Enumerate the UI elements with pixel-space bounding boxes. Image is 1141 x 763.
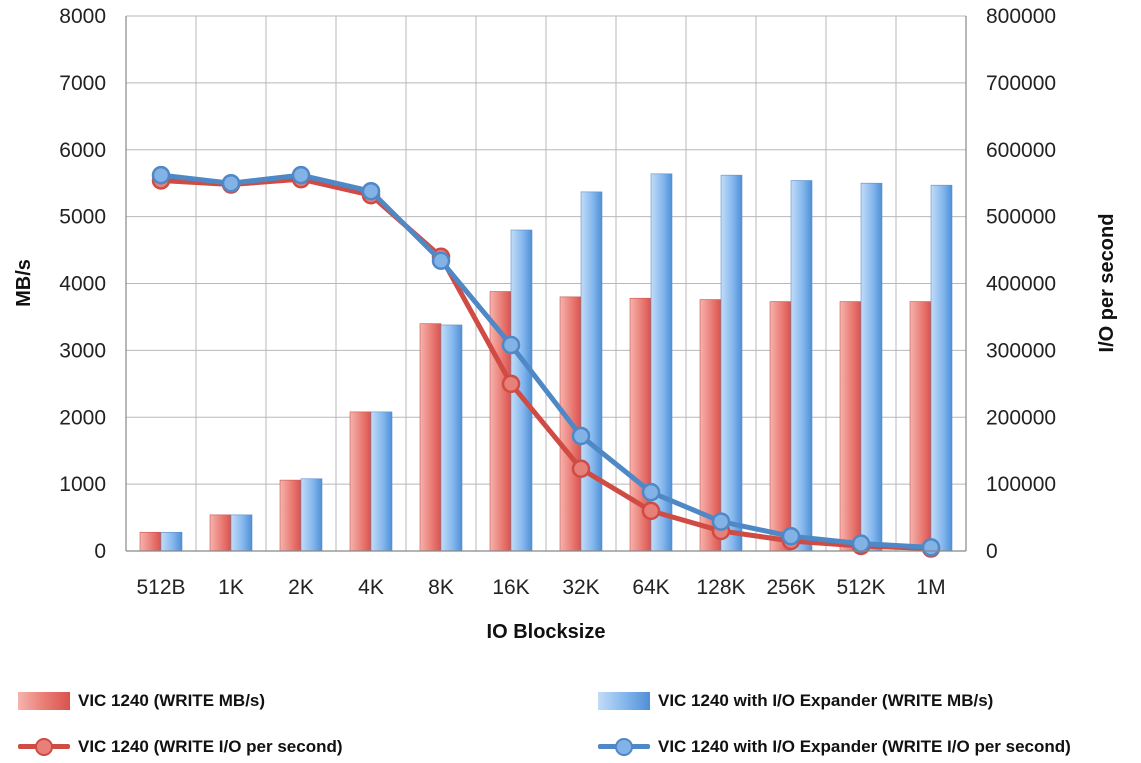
legend-label: VIC 1240 (WRITE I/O per second) (78, 737, 343, 756)
y2-tick-label: 800000 (986, 5, 1056, 28)
bar-blue-1K (230, 514, 253, 552)
y-tick-label: 8000 (59, 5, 106, 28)
bar-red-512K (839, 301, 862, 552)
legend-label: VIC 1240 (WRITE MB/s) (78, 691, 266, 710)
y-tick-label: 7000 (59, 72, 106, 95)
marker-red-32K (571, 459, 591, 478)
bar-red-2K (279, 479, 302, 552)
marker-blue-512B (151, 165, 171, 185)
x-axis-title: IO Blocksize (487, 621, 606, 643)
x-tick-label: 4K (358, 576, 384, 599)
x-tick-label: 1M (916, 576, 945, 599)
x-tick-label: 512K (836, 576, 885, 599)
marker-red-16K (501, 374, 521, 394)
legend-label: VIC 1240 with I/O Expander (WRITE MB/s) (658, 691, 994, 710)
x-tick-label: 8K (428, 576, 454, 599)
bar-blue-256K (790, 180, 813, 552)
x-tick-label: 16K (492, 576, 529, 599)
bar-red-4K (349, 411, 372, 552)
y-tick-label: 2000 (59, 406, 106, 429)
x-tick-label: 64K (632, 576, 669, 599)
y2-tick-label: 300000 (986, 339, 1056, 362)
y2-tick-label: 0 (986, 540, 998, 563)
marker-blue-2K (291, 165, 311, 185)
y-tick-label: 3000 (59, 339, 106, 362)
bar-red-1M (909, 301, 932, 552)
bar-blue-4K (370, 411, 393, 552)
marker-blue-1K (221, 173, 241, 193)
y-axis-title: MB/s (13, 259, 35, 307)
bar-blue-512B (160, 531, 183, 552)
marker-blue-128K (711, 512, 731, 531)
marker-blue-16K (501, 335, 521, 355)
x-tick-label: 512B (136, 576, 185, 599)
y2-tick-label: 200000 (986, 406, 1056, 429)
y-tick-label: 0 (94, 540, 106, 563)
marker-blue-8K (431, 251, 451, 271)
marker-blue-4K (361, 181, 381, 201)
y-tick-label: 5000 (59, 206, 106, 229)
bar-red-512B (139, 531, 162, 552)
x-tick-label: 128K (696, 576, 745, 599)
x-tick-label: 2K (288, 576, 314, 599)
y2-axis-title: I/O per second (1096, 214, 1118, 353)
legend: VIC 1240 (WRITE MB/s) VIC 1240 with I/O … (0, 672, 1141, 763)
marker-blue-512K (851, 534, 871, 553)
marker-red-64K (641, 501, 661, 521)
legend-swatch-blue-bar (598, 692, 650, 710)
marker-blue-32K (571, 426, 591, 446)
legend-item-red-line: VIC 1240 (WRITE I/O per second) (18, 732, 343, 762)
y2-tick-label: 700000 (986, 72, 1056, 95)
y2-tick-label: 500000 (986, 206, 1056, 229)
y2-tick-label: 400000 (986, 273, 1056, 296)
lines (151, 165, 941, 558)
legend-item-red-bars: VIC 1240 (WRITE MB/s) (18, 686, 265, 716)
legend-swatch-red-bar (18, 692, 70, 710)
series-line-blue (158, 172, 934, 550)
x-tick-label: 256K (766, 576, 815, 599)
y2-tick-label: 100000 (986, 473, 1056, 496)
chart: 0 1000 2000 3000 4000 5000 6000 7000 8000 0 100000… (13, 5, 1118, 643)
bars (139, 173, 953, 552)
marker-blue-256K (781, 527, 801, 546)
bar-red-256K (769, 301, 792, 552)
bar-red-8K (419, 323, 442, 552)
y-tick-label: 1000 (59, 473, 106, 496)
legend-swatch-red-line (18, 737, 70, 757)
bar-red-1K (209, 514, 232, 552)
bar-blue-512K (860, 182, 883, 552)
marker-blue-64K (641, 482, 661, 502)
x-tick-label: 1K (218, 576, 244, 599)
series-line-red (158, 176, 934, 552)
legend-item-blue-line: VIC 1240 with I/O Expander (WRITE I/O pe… (598, 732, 1071, 762)
bar-blue-2K (300, 478, 323, 552)
legend-swatch-blue-line (598, 737, 650, 757)
x-tick-label: 32K (562, 576, 599, 599)
marker-blue-1M (921, 538, 941, 557)
y-tick-label: 6000 (59, 139, 106, 162)
bar-blue-32K (580, 191, 603, 552)
y-tick-label: 4000 (59, 273, 106, 296)
y2-tick-label: 600000 (986, 139, 1056, 162)
axes: 0 1000 2000 3000 4000 5000 6000 7000 8000 0 100000… (59, 5, 1056, 599)
bar-blue-8K (440, 324, 463, 552)
legend-label: VIC 1240 with I/O Expander (WRITE I/O pe… (658, 737, 1071, 756)
legend-item-blue-bars: VIC 1240 with I/O Expander (WRITE MB/s) (598, 686, 993, 716)
bar-blue-128K (720, 174, 743, 552)
bar-blue-1M (930, 184, 953, 552)
